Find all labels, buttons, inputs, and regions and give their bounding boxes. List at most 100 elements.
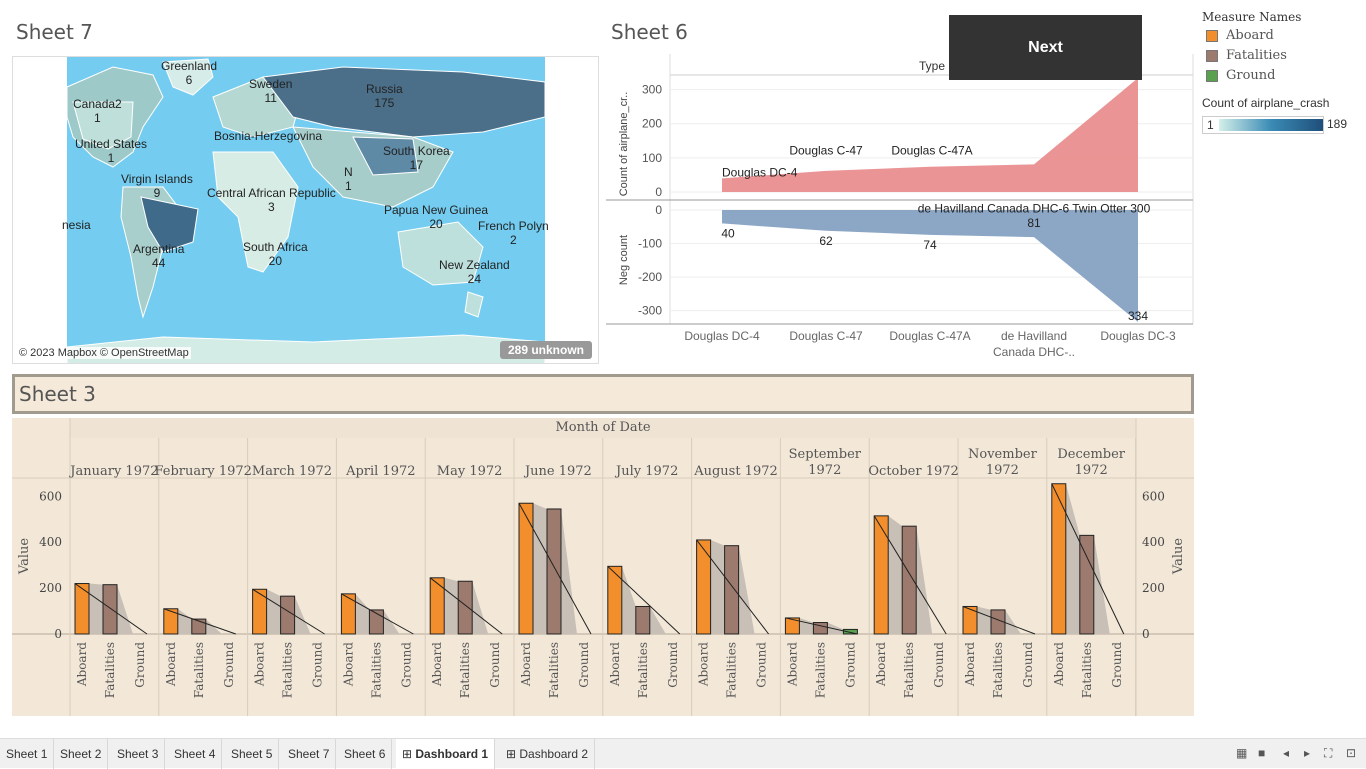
sheet3-title: Sheet 3 bbox=[19, 382, 96, 406]
month-header-label: November bbox=[968, 447, 1038, 462]
y-axis-title-right: Value bbox=[1171, 538, 1186, 575]
tab-view-icon[interactable]: ■ bbox=[1258, 746, 1266, 760]
tab-sheet-1[interactable]: Sheet 1 bbox=[0, 739, 55, 769]
measure-tick-label: Aboard bbox=[697, 642, 711, 687]
legend-item-ground[interactable]: Ground bbox=[1206, 68, 1276, 83]
trend-line bbox=[962, 606, 1036, 635]
lower-data-label: 74 bbox=[923, 238, 937, 252]
map-canvas[interactable] bbox=[13, 57, 599, 364]
bar-aboard bbox=[74, 583, 90, 635]
bar-fatalities bbox=[635, 605, 651, 635]
measure-tick-label: Fatalities bbox=[281, 642, 295, 698]
legend-item-aboard[interactable]: Aboard bbox=[1206, 28, 1274, 43]
lower-tick-label: -200 bbox=[638, 270, 662, 284]
australia[interactable] bbox=[397, 221, 484, 286]
measure-tick-label: Fatalities bbox=[813, 642, 827, 698]
china-region[interactable] bbox=[352, 136, 419, 176]
tab-dashboard-2[interactable]: ⊞ Dashboard 2 bbox=[500, 739, 596, 769]
bar-aboard bbox=[429, 577, 445, 635]
upper-data-label: Douglas C-47 bbox=[789, 144, 863, 158]
measure-tick-label: Aboard bbox=[963, 642, 977, 687]
month-header-label: March 1972 bbox=[252, 464, 332, 479]
y-tick-label-right: 0 bbox=[1142, 627, 1150, 641]
y-tick-label-right: 200 bbox=[1142, 581, 1165, 595]
upper-data-label: de Havilland Canada DHC-6 Twin Otter 300 bbox=[918, 201, 1151, 215]
new-zealand-region[interactable] bbox=[464, 291, 484, 318]
tab-sheet-4[interactable]: Sheet 4 bbox=[168, 739, 223, 769]
upper-tick-label: 300 bbox=[642, 83, 662, 97]
sheet6-chart[interactable]: Type 300 200 100 0 0 -100 -200 -300 Count of airp… bbox=[600, 54, 1200, 364]
tab-sheet-5[interactable]: Sheet 5 bbox=[225, 739, 280, 769]
lower-area-series bbox=[722, 210, 1138, 322]
prev-sheet-icon[interactable]: ◂ bbox=[1283, 746, 1290, 760]
y-tick-label-left: 600 bbox=[39, 489, 62, 503]
russia-region[interactable] bbox=[262, 66, 546, 138]
trend-line bbox=[429, 577, 503, 635]
bar-aboard bbox=[784, 617, 800, 635]
next-button[interactable]: Next bbox=[949, 15, 1142, 80]
tab-sheet-2[interactable]: Sheet 2 bbox=[54, 739, 109, 769]
greenland-region[interactable] bbox=[162, 58, 214, 96]
map-label-greenland: Greenland 6 bbox=[161, 59, 218, 87]
map-label-south-korea: South Korea 17 bbox=[383, 144, 450, 172]
bar-fatalities bbox=[457, 580, 473, 635]
legend-swatch-aboard bbox=[1206, 29, 1218, 42]
x-tick-label: Douglas DC-3 bbox=[1100, 329, 1176, 343]
measure-tick-label: Fatalities bbox=[192, 642, 206, 698]
color-legend-box[interactable]: 1 bbox=[1202, 116, 1324, 134]
tab-sheet-3[interactable]: Sheet 3 bbox=[111, 739, 166, 769]
map-attribution[interactable]: © 2023 Mapbox © OpenStreetMap bbox=[17, 347, 191, 359]
lower-y-axis-title: Neg count bbox=[618, 235, 630, 285]
dashboard-grid-icon: ⊞ bbox=[402, 747, 416, 761]
tab-dashboard-1[interactable]: ⊞ Dashboard 1 bbox=[396, 739, 496, 769]
bar-aboard bbox=[252, 588, 268, 635]
bar-fatalities bbox=[102, 584, 118, 635]
map-label-sweden: Sweden 11 bbox=[249, 77, 293, 105]
bar-aboard bbox=[962, 605, 978, 635]
unknown-badge[interactable]: 289 unknown bbox=[499, 341, 592, 359]
next-sheet-icon[interactable]: ▸ bbox=[1304, 746, 1311, 760]
map-label-nesia: nesia bbox=[62, 218, 91, 232]
measure-tick-label: Aboard bbox=[164, 642, 178, 687]
world-map[interactable]: Greenland 6 Canada2 1 Sweden 11 Russia 175 U… bbox=[12, 56, 599, 364]
tab-dashboard-2-label: Dashboard 2 bbox=[519, 747, 589, 761]
measure-tick-label: Fatalities bbox=[991, 642, 1005, 698]
usa-region[interactable] bbox=[72, 101, 134, 150]
x-tick-label: de Havilland bbox=[1001, 329, 1067, 343]
upper-data-label: Douglas C-47A bbox=[891, 144, 972, 158]
measure-tick-label: Fatalities bbox=[458, 642, 472, 698]
legend-swatch-ground bbox=[1206, 69, 1218, 82]
map-label-russia: Russia 175 bbox=[366, 82, 403, 110]
africa[interactable] bbox=[212, 151, 299, 273]
measure-tick-label: Aboard bbox=[253, 642, 267, 687]
measure-tick-label: Ground bbox=[932, 642, 946, 688]
bar-fatalities bbox=[191, 618, 207, 635]
legend-swatch-fatalities bbox=[1206, 49, 1218, 62]
measure-tick-label: Ground bbox=[843, 642, 857, 688]
sheet3-body[interactable]: Month of Date 600 600 400 400 200 200 0 0 Value V… bbox=[12, 418, 1194, 716]
presentation-icon[interactable]: ⊡ bbox=[1346, 746, 1357, 760]
month-header-label: September bbox=[789, 447, 862, 462]
filmstrip-icon[interactable]: ▦ bbox=[1236, 746, 1248, 760]
y-tick-label-left: 0 bbox=[54, 627, 62, 641]
bar-fatalities bbox=[812, 622, 828, 635]
brazil-region[interactable] bbox=[140, 196, 199, 253]
legend-item-fatalities[interactable]: Fatalities bbox=[1206, 48, 1287, 63]
sheet6-title: Sheet 6 bbox=[611, 20, 688, 44]
measure-tick-label: Ground bbox=[1110, 642, 1124, 688]
month-header-label: June 1972 bbox=[523, 464, 592, 479]
tab-sheet-7[interactable]: Sheet 7 bbox=[282, 739, 337, 769]
bar-fatalities bbox=[368, 609, 384, 635]
month-header-label: October 1972 bbox=[868, 464, 958, 479]
map-label-canada: Canada2 1 bbox=[73, 97, 122, 125]
upper-area-series bbox=[722, 78, 1138, 192]
tab-sheet-6[interactable]: Sheet 6 bbox=[338, 739, 393, 769]
fullscreen-icon[interactable]: ⛶ bbox=[1324, 746, 1333, 760]
measure-tick-label: Aboard bbox=[519, 642, 533, 687]
sheet3-chart[interactable]: 600 600 400 400 200 200 0 0 Value Value January 19… bbox=[12, 418, 1194, 716]
measure-tick-label: Aboard bbox=[608, 642, 622, 687]
measure-tick-label: Fatalities bbox=[725, 642, 739, 698]
map-label-virgin-islands: Virgin Islands 9 bbox=[121, 172, 193, 200]
bar-aboard bbox=[1051, 483, 1067, 635]
bar-fatalities bbox=[1079, 534, 1095, 635]
